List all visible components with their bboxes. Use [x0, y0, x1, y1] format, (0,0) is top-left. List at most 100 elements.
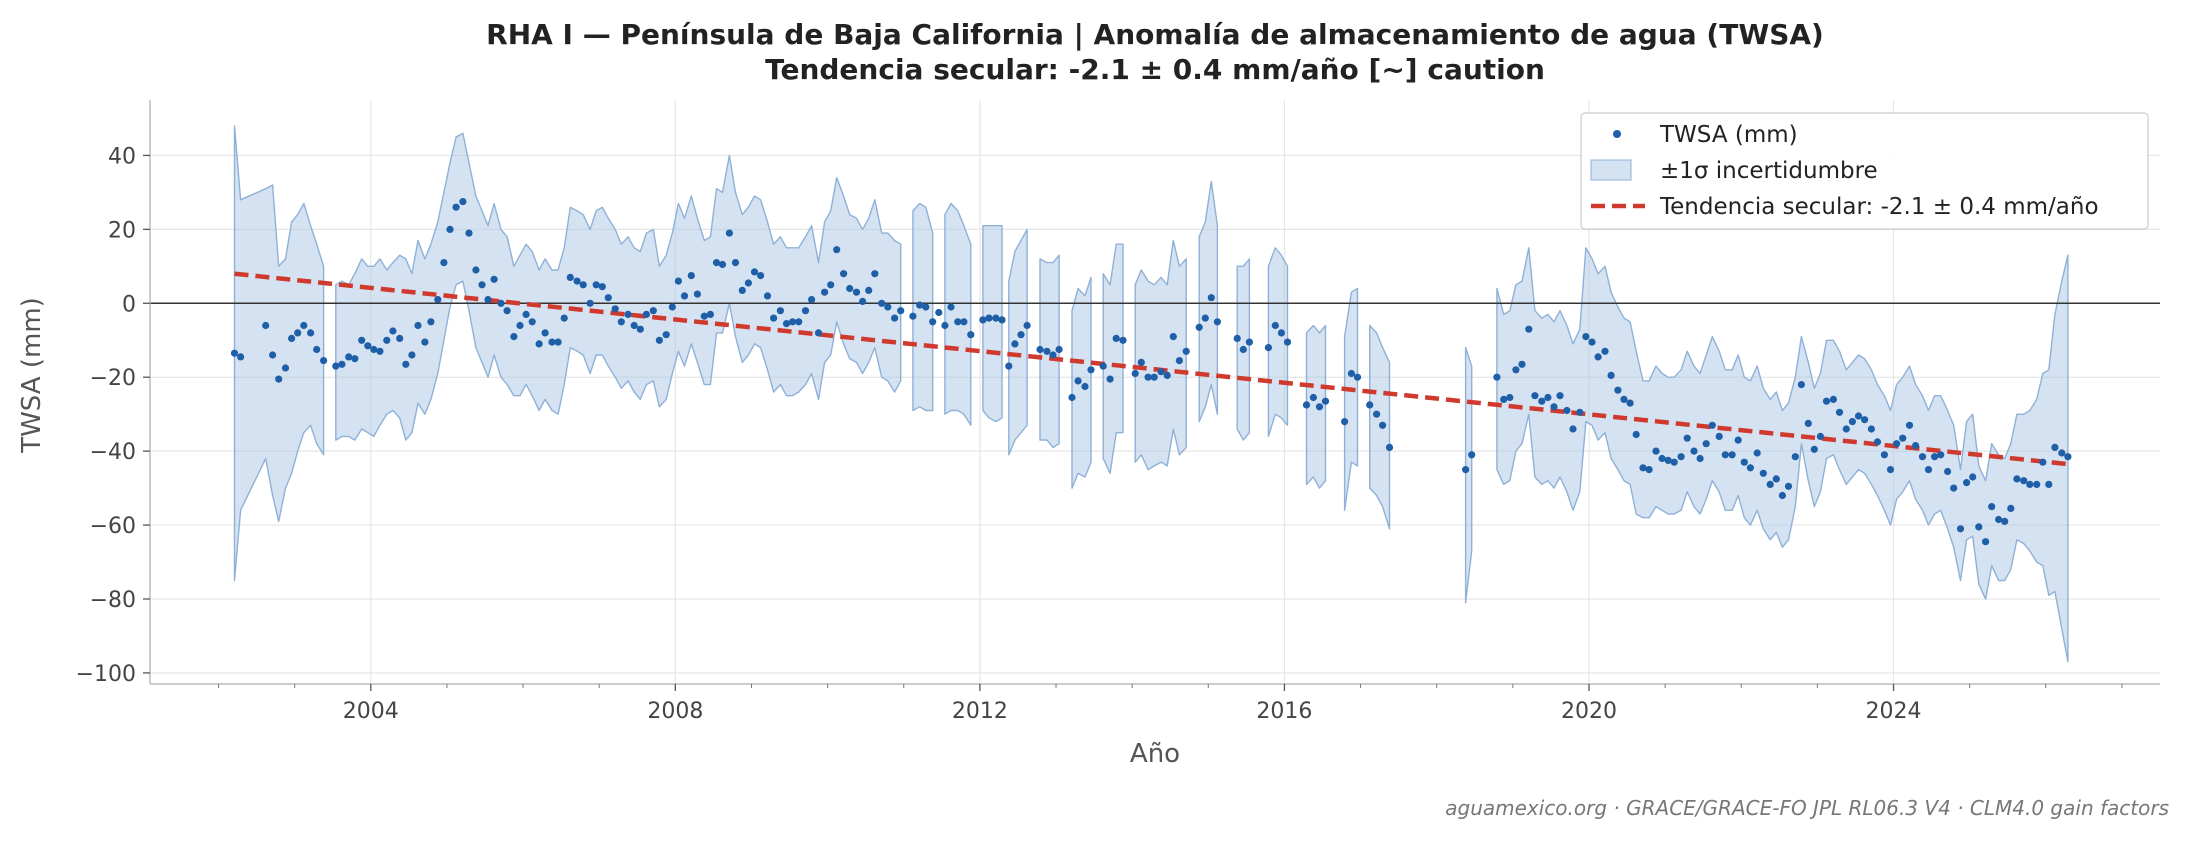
y-tick-label: −60: [90, 514, 136, 539]
data-point: [814, 329, 823, 337]
data-point: [307, 329, 315, 337]
data-point: [560, 314, 568, 322]
data-point: [434, 296, 442, 304]
data-point: [345, 353, 353, 361]
data-point: [1582, 333, 1590, 341]
data-point: [1702, 440, 1710, 448]
data-point: [1500, 395, 1508, 403]
y-tick-label: 40: [108, 144, 136, 169]
data-point: [2020, 477, 2028, 485]
data-point: [604, 294, 612, 302]
data-point: [636, 325, 644, 333]
data-point: [725, 229, 734, 237]
data-point: [1677, 453, 1685, 461]
data-point: [1068, 393, 1076, 402]
data-point: [1950, 484, 1958, 492]
data-point: [1112, 334, 1120, 342]
data-point: [1861, 416, 1869, 424]
chart-title: RHA I — Península de Baja California | A…: [486, 18, 1824, 51]
data-point: [1873, 438, 1882, 446]
data-point: [1353, 373, 1362, 381]
data-point: [1626, 399, 1634, 407]
data-point: [985, 314, 993, 322]
data-point: [789, 318, 797, 326]
data-point: [624, 310, 632, 318]
x-tick-label: 2016: [1256, 699, 1312, 724]
data-point: [1652, 447, 1660, 455]
data-point: [421, 338, 429, 346]
data-point: [1302, 401, 1311, 409]
data-point: [935, 308, 943, 317]
data-point: [1607, 371, 1615, 379]
data-point: [459, 198, 467, 206]
data-point: [611, 305, 619, 313]
data-point: [1664, 456, 1672, 464]
uncertainty-band: [1071, 276, 1092, 489]
data-point: [1011, 340, 1019, 348]
data-point: [1163, 371, 1171, 379]
data-point: [712, 259, 721, 267]
data-point: [1588, 338, 1596, 346]
x-axis-label: Año: [1130, 739, 1180, 769]
data-point: [414, 321, 422, 330]
data-point: [566, 273, 574, 281]
data-point: [1848, 418, 1856, 426]
data-point: [2007, 504, 2015, 512]
data-point: [852, 288, 861, 296]
data-point: [1995, 515, 2003, 524]
data-point: [1918, 453, 1927, 461]
data-point: [1639, 464, 1647, 472]
data-point: [1175, 357, 1183, 365]
data-point: [1207, 294, 1215, 302]
data-point: [1366, 401, 1374, 409]
uncertainty-band: [233, 125, 325, 582]
uncertainty-band: [944, 202, 972, 426]
data-point: [922, 303, 930, 311]
data-point: [237, 353, 245, 361]
data-point: [440, 259, 448, 267]
data-point: [1734, 436, 1742, 444]
data-point: [579, 281, 587, 289]
data-point: [510, 333, 518, 341]
data-point: [1822, 397, 1831, 405]
data-point: [1119, 336, 1127, 344]
data-point: [947, 303, 955, 311]
data-point: [1842, 425, 1850, 433]
data-point: [2051, 443, 2059, 451]
data-point: [891, 314, 899, 322]
legend: TWSA (mm) ±1σ incertidumbre Tendencia se…: [1580, 112, 2149, 230]
y-axis-label: TWSA (mm): [17, 297, 47, 454]
data-point: [1797, 381, 1805, 389]
data-point: [979, 316, 987, 324]
data-point: [1740, 458, 1748, 466]
legend-label-band: ±1σ incertidumbre: [1660, 158, 1878, 184]
data-point: [497, 299, 505, 307]
axes-layer: [149, 100, 2160, 685]
data-point: [916, 301, 924, 309]
data-point: [827, 281, 835, 289]
data-point: [554, 338, 562, 346]
data-point: [1912, 442, 1920, 450]
data-point: [1309, 393, 1317, 402]
data-point: [1645, 466, 1653, 474]
data-point: [954, 318, 962, 326]
data-point: [1525, 325, 1533, 333]
data-point: [1778, 491, 1786, 500]
data-point: [1576, 408, 1584, 416]
trend-layer: [234, 271, 2069, 467]
data-point: [1696, 454, 1704, 463]
data-point: [1829, 395, 1837, 403]
data-point: [1538, 397, 1546, 405]
data-point: [1264, 344, 1272, 352]
legend-label-trend: Tendencia secular: -2.1 ± 0.4 mm/año: [1659, 194, 2099, 220]
data-point: [763, 292, 772, 300]
legend-label-points: TWSA (mm): [1659, 122, 1798, 148]
data-point: [370, 345, 378, 354]
uncertainty-band: [1102, 243, 1124, 474]
data-point: [693, 290, 702, 298]
data-point: [1315, 403, 1324, 411]
data-point: [592, 281, 600, 289]
data-point: [680, 292, 689, 300]
data-point: [2013, 475, 2021, 483]
data-point: [1005, 362, 1013, 370]
